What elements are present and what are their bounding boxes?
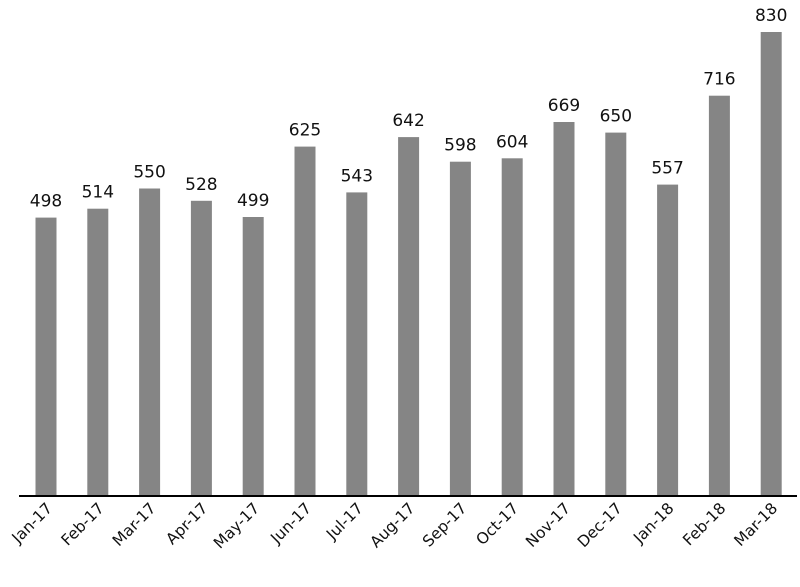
bar-may-17	[242, 217, 264, 496]
value-label-feb-17: 514	[82, 183, 114, 203]
x-tick-label-feb-17: Feb-17	[58, 499, 108, 549]
bar-oct-17	[501, 158, 523, 497]
bar-mar-18	[760, 32, 782, 496]
bar-mar-17	[139, 188, 161, 496]
x-tick-label-nov-17: Nov-17	[522, 499, 574, 551]
bar-dec-17	[605, 132, 627, 496]
value-label-sep-17: 598	[444, 136, 476, 156]
value-label-apr-17: 528	[185, 175, 217, 195]
x-tick-label-feb-18: Feb-18	[679, 499, 729, 549]
bar-feb-18	[708, 95, 730, 496]
bar-apr-17	[190, 200, 212, 497]
x-tick-label-jul-17: Jul-17	[322, 499, 367, 544]
x-tick-label-jan-17: Jan-17	[8, 499, 56, 547]
value-label-mar-17: 550	[133, 163, 165, 183]
value-label-jan-17: 498	[30, 192, 62, 212]
x-tick-label-sep-17: Sep-17	[419, 499, 470, 550]
value-labels-group: 498 514 550 528 499 625 543 642 598 604 669 650 557 7…	[30, 6, 788, 212]
value-label-nov-17: 669	[548, 96, 580, 116]
bar-aug-17	[398, 137, 420, 496]
value-label-aug-17: 642	[392, 111, 424, 131]
value-label-jul-17: 543	[341, 166, 373, 186]
bar-nov-17	[553, 122, 575, 496]
value-label-dec-17: 650	[600, 107, 632, 127]
value-label-mar-18: 830	[755, 6, 787, 26]
bar-jul-17	[346, 192, 368, 496]
bar-jan-17	[35, 217, 57, 496]
x-tick-label-mar-17: Mar-17	[109, 499, 160, 550]
x-tick-label-jun-17: Jun-17	[267, 499, 315, 547]
value-label-jun-17: 625	[289, 121, 321, 141]
x-tick-label-dec-17: Dec-17	[574, 499, 626, 551]
bar-jan-18	[657, 184, 679, 496]
bars-group	[35, 32, 782, 497]
x-tick-label-may-17: May-17	[210, 499, 263, 552]
x-tick-label-mar-18: Mar-18	[731, 499, 782, 550]
value-label-jan-18: 557	[651, 159, 683, 179]
value-label-may-17: 499	[237, 191, 269, 211]
bar-sep-17	[449, 161, 471, 496]
x-tick-label-jan-18: Jan-18	[629, 499, 677, 547]
x-tick-label-oct-17: Oct-17	[473, 499, 523, 549]
value-label-oct-17: 604	[496, 132, 528, 152]
value-label-feb-18: 716	[703, 70, 735, 90]
bar-feb-17	[87, 208, 109, 496]
x-tick-label-apr-17: Apr-17	[163, 499, 212, 548]
bar-jun-17	[294, 146, 316, 496]
x-tick-label-aug-17: Aug-17	[367, 499, 419, 551]
